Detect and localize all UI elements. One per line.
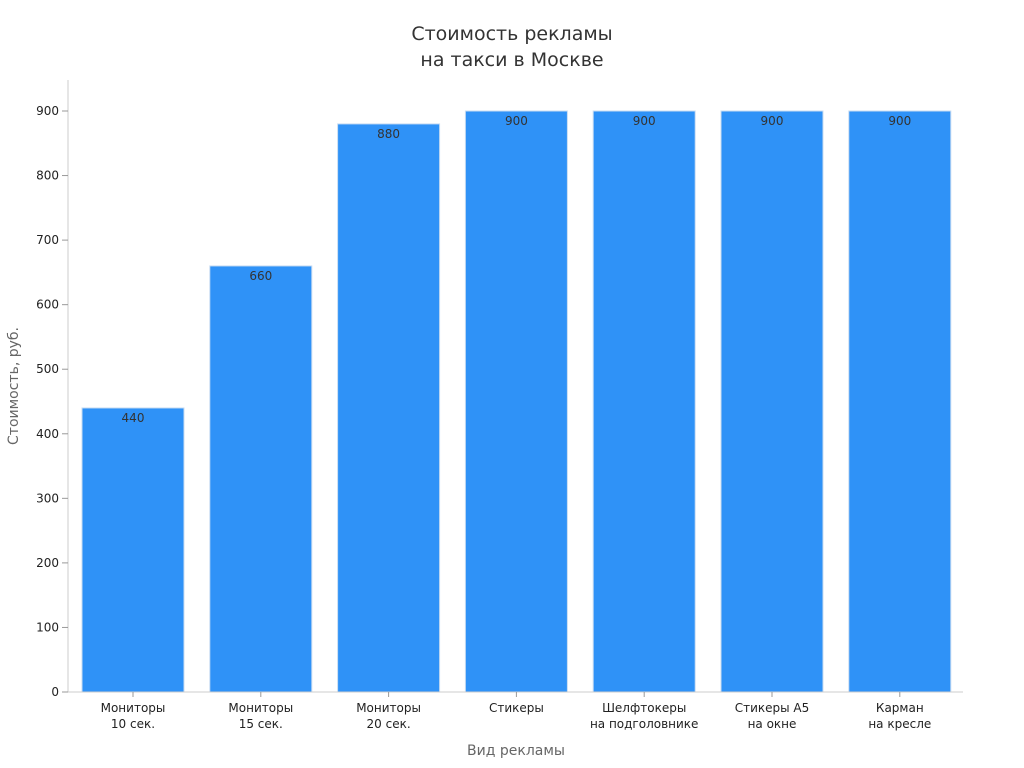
- x-tick-label-2: Мониторы 20 сек.: [356, 701, 421, 731]
- bar-0: [81, 407, 185, 693]
- y-tick-label-6: 600: [36, 298, 59, 312]
- x-tick-label-line: Мониторы: [101, 701, 166, 715]
- data-label-6: 900: [888, 114, 911, 128]
- x-tick-label-line: Мониторы: [228, 701, 293, 715]
- x-tick-label-4: Шелфтокеры на подголовнике: [590, 701, 699, 731]
- x-tick-label-line: 20 сек.: [367, 717, 411, 731]
- x-tick-label-1: Мониторы 15 сек.: [228, 701, 293, 731]
- bar-5: [720, 110, 824, 693]
- x-tick-label-line: Шелфтокеры: [602, 701, 686, 715]
- x-tick-label-line: 10 сек.: [111, 717, 155, 731]
- bar-6: [848, 110, 952, 693]
- data-label-5: 900: [761, 114, 784, 128]
- y-tick-label-2: 200: [36, 556, 59, 570]
- data-labels: 440 660 880 900 900 900 900: [122, 114, 912, 425]
- y-tick-label-1: 100: [36, 620, 59, 634]
- x-tick-label-line: 15 сек.: [239, 717, 283, 731]
- data-label-1: 660: [249, 269, 272, 283]
- x-tick-label-line: Стикеры: [489, 701, 544, 715]
- y-tick-label-9: 900: [36, 104, 59, 118]
- x-tick-label-3: Стикеры: [489, 701, 544, 715]
- x-axis-title: Вид рекламы: [467, 743, 565, 759]
- chart-title: Стоимость рекламы на такси в Москве: [411, 23, 612, 71]
- bar-2: [337, 123, 441, 693]
- data-label-2: 880: [377, 127, 400, 141]
- x-tick-label-0: Мониторы 10 сек.: [101, 701, 166, 731]
- x-tick-label-line: Карман: [876, 701, 924, 715]
- y-tick-label-5: 500: [36, 362, 59, 376]
- data-label-3: 900: [505, 114, 528, 128]
- x-axis-ticks: Мониторы 10 сек. Мониторы 15 сек. Мониторы 20…: [101, 692, 931, 731]
- y-tick-label-0: 0: [51, 685, 59, 699]
- y-tick-label-4: 400: [36, 427, 59, 441]
- x-tick-label-line: Мониторы: [356, 701, 421, 715]
- x-tick-label-5: Стикеры А5 на окне: [735, 701, 810, 731]
- y-tick-label-3: 300: [36, 491, 59, 505]
- data-label-4: 900: [633, 114, 656, 128]
- chart-title-line-2: на такси в Москве: [420, 49, 603, 71]
- x-tick-label-line: на подголовнике: [590, 717, 699, 731]
- bars: [81, 110, 952, 693]
- bar-1: [209, 265, 313, 693]
- bar-3: [464, 110, 568, 693]
- axes: [67, 80, 963, 693]
- bar-4: [592, 110, 696, 693]
- x-tick-label-6: Карман на кресле: [868, 701, 931, 731]
- chart-title-line-1: Стоимость рекламы: [411, 23, 612, 45]
- y-tick-label-7: 700: [36, 233, 59, 247]
- y-axis-ticks: 0 100 200 300 400 500 600 700 800 900: [36, 104, 68, 699]
- x-tick-label-line: на окне: [748, 717, 797, 731]
- x-tick-label-line: Стикеры А5: [735, 701, 810, 715]
- x-tick-label-line: на кресле: [868, 717, 931, 731]
- data-label-0: 440: [122, 411, 145, 425]
- y-axis-title: Стоимость, руб.: [6, 327, 22, 445]
- y-tick-label-8: 800: [36, 169, 59, 183]
